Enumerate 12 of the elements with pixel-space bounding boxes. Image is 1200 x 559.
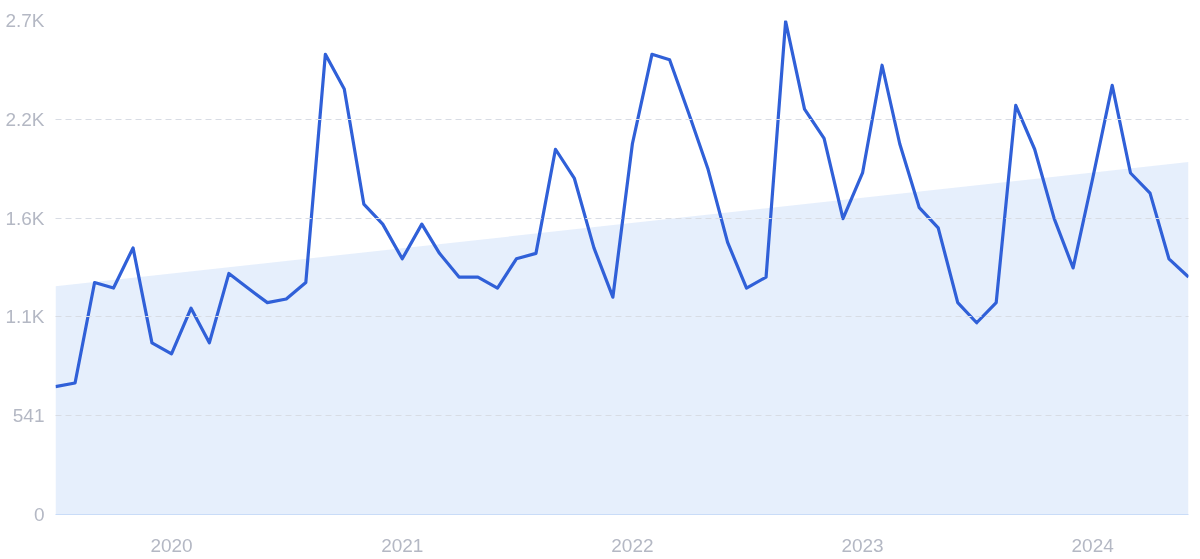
y-tick-label: 1.1K (5, 306, 45, 328)
y-tick-label: 1.6K (5, 207, 45, 229)
x-tick-label: 2024 (1071, 534, 1115, 556)
y-tick-label: 0 (33, 504, 45, 525)
y-tick-label: 541 (12, 405, 45, 427)
x-tick-label: 2022 (611, 534, 654, 556)
x-tick-label: 2020 (150, 534, 193, 556)
y-tick-label: 2.2K (5, 108, 45, 130)
x-tick-label: 2021 (381, 534, 424, 556)
x-tick-label: 2023 (841, 534, 884, 556)
line-series (55, 20, 1189, 389)
y-tick-label: 2.7K (5, 10, 45, 31)
